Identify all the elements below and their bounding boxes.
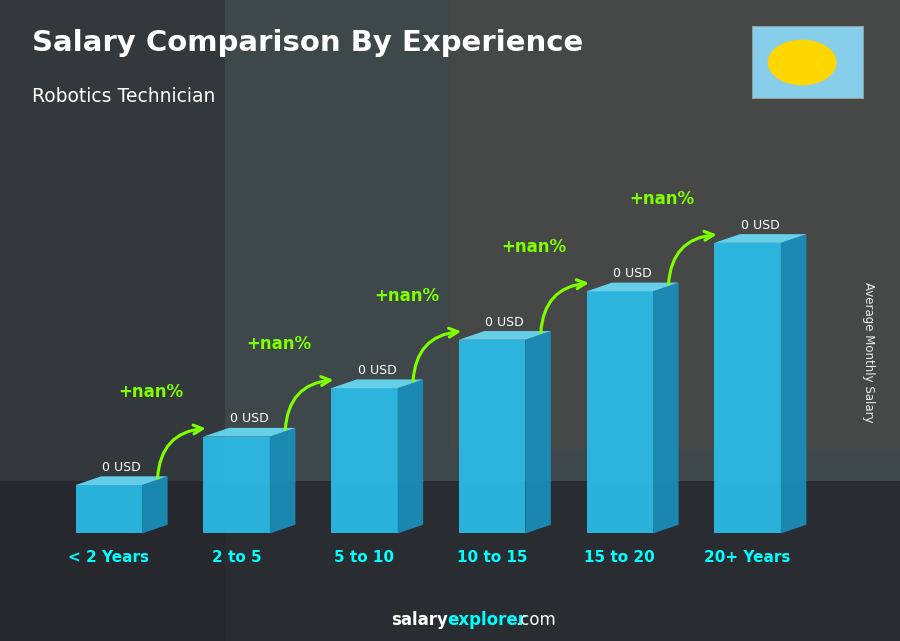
Bar <box>450 0 900 449</box>
Text: 10 to 15: 10 to 15 <box>457 551 527 565</box>
Polygon shape <box>76 476 167 485</box>
Text: 20+ Years: 20+ Years <box>705 551 791 565</box>
Polygon shape <box>459 331 551 340</box>
Text: 0 USD: 0 USD <box>613 267 652 280</box>
Polygon shape <box>142 476 167 533</box>
Text: +nan%: +nan% <box>501 238 567 256</box>
Polygon shape <box>459 340 526 533</box>
Text: +nan%: +nan% <box>119 383 184 401</box>
Text: Salary Comparison By Experience: Salary Comparison By Experience <box>32 29 583 57</box>
Polygon shape <box>715 243 781 533</box>
Text: 0 USD: 0 USD <box>230 412 269 426</box>
Polygon shape <box>270 428 295 533</box>
Bar <box>0 481 900 641</box>
Polygon shape <box>331 388 398 533</box>
Text: < 2 Years: < 2 Years <box>68 551 149 565</box>
Text: +nan%: +nan% <box>247 335 311 353</box>
Text: explorer: explorer <box>447 611 526 629</box>
Text: salary: salary <box>392 611 448 629</box>
Polygon shape <box>331 379 423 388</box>
Circle shape <box>769 40 836 85</box>
Polygon shape <box>203 428 295 437</box>
Text: 2 to 5: 2 to 5 <box>212 551 261 565</box>
Polygon shape <box>715 234 806 243</box>
Text: 0 USD: 0 USD <box>103 461 141 474</box>
Text: 0 USD: 0 USD <box>358 364 397 377</box>
Polygon shape <box>781 234 806 533</box>
Polygon shape <box>398 379 423 533</box>
Bar <box>0 0 225 641</box>
Polygon shape <box>526 331 551 533</box>
Polygon shape <box>587 283 679 291</box>
Text: 0 USD: 0 USD <box>741 219 779 232</box>
Text: 5 to 10: 5 to 10 <box>335 551 394 565</box>
Polygon shape <box>653 283 679 533</box>
Text: Average Monthly Salary: Average Monthly Salary <box>862 282 875 423</box>
Text: 0 USD: 0 USD <box>485 315 524 329</box>
Text: +nan%: +nan% <box>374 287 439 304</box>
Text: +nan%: +nan% <box>629 190 695 208</box>
Text: Robotics Technician: Robotics Technician <box>32 87 215 106</box>
Polygon shape <box>203 437 270 533</box>
Text: 15 to 20: 15 to 20 <box>584 551 655 565</box>
Polygon shape <box>587 291 653 533</box>
Polygon shape <box>76 485 142 533</box>
Text: .com: .com <box>515 611 555 629</box>
